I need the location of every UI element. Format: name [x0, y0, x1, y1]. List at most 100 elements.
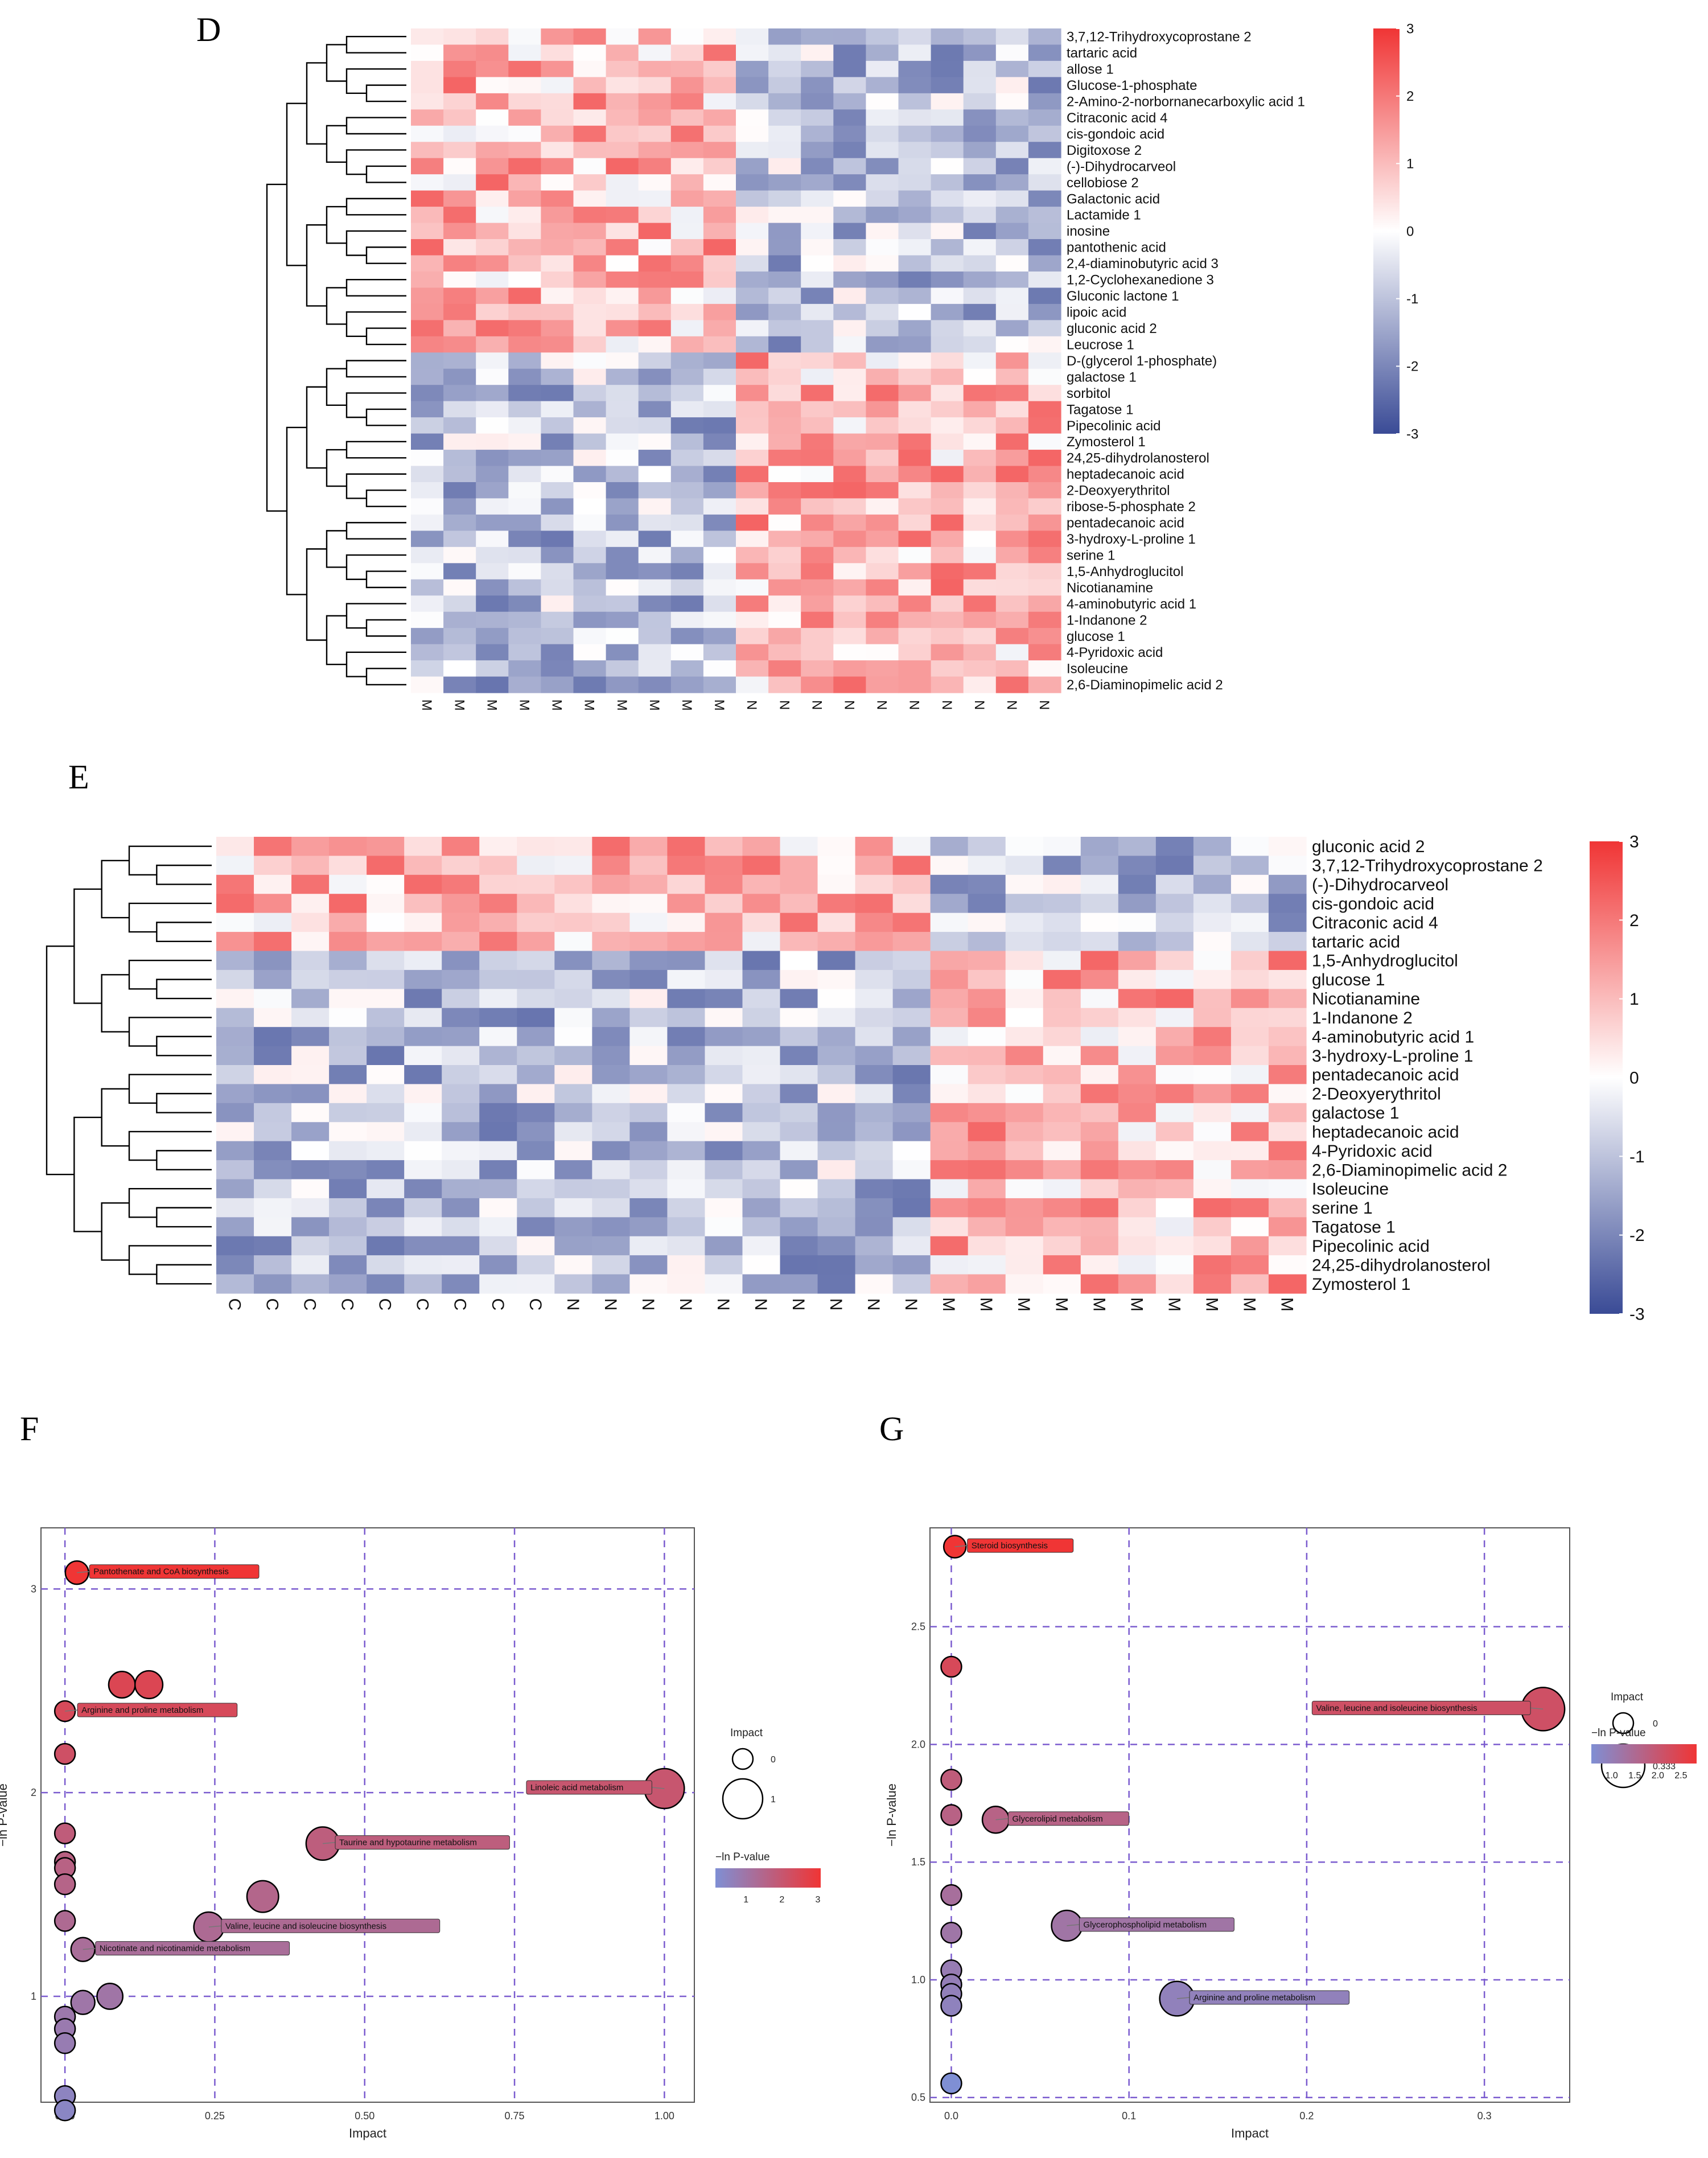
- heatmap-cell: [476, 93, 509, 110]
- heatmap-cell: [329, 1217, 367, 1237]
- heatmap-cell: [768, 352, 801, 369]
- heatmap-cell: [1005, 912, 1044, 932]
- heatmap-cell: [703, 271, 736, 289]
- heatmap-cell: [866, 44, 899, 61]
- heatmap-cell: [931, 271, 964, 289]
- heatmap-cell: [705, 1141, 743, 1161]
- heatmap-cell: [995, 174, 1029, 191]
- heatmap-cell: [801, 125, 834, 142]
- heatmap-cell: [930, 969, 969, 989]
- heatmap-cell: [892, 1008, 931, 1027]
- heatmap-cell: [554, 837, 592, 857]
- heatmap-cell: [833, 125, 866, 142]
- heatmap-cell: [736, 611, 769, 628]
- heatmap-cell: [930, 932, 969, 952]
- heatmap-cell: [404, 1084, 442, 1104]
- heatmap-cell: [780, 1198, 818, 1218]
- heatmap-cell: [670, 482, 704, 499]
- heatmap-cell: [404, 951, 442, 971]
- heatmap-cell: [573, 44, 607, 61]
- heatmap-cell: [592, 1141, 630, 1161]
- heatmap-cell: [736, 531, 769, 548]
- heatmap-cell: [329, 1046, 367, 1066]
- heatmap-cell: [968, 969, 1006, 989]
- heatmap-cell: [768, 190, 801, 207]
- heatmap-cell: [1028, 482, 1061, 499]
- heatmap-cell: [736, 271, 769, 289]
- row-label: ribose-5-phosphate 2: [1067, 499, 1196, 515]
- heatmap-cell: [736, 352, 769, 369]
- heatmap-cell: [592, 894, 630, 914]
- heatmap-cell: [703, 660, 736, 677]
- heatmap-cell: [736, 595, 769, 613]
- heatmap-cell: [780, 874, 818, 894]
- heatmap-cell: [638, 271, 672, 289]
- heatmap-cell: [1080, 1084, 1119, 1104]
- heatmap-cell: [898, 352, 932, 369]
- legend-tick-label: -3: [1629, 1305, 1645, 1324]
- heatmap-cell: [404, 912, 442, 932]
- heatmap-cell: [995, 28, 1029, 46]
- heatmap-cell: [780, 894, 818, 914]
- heatmap-cell: [638, 417, 672, 434]
- dendrogram-branch: [345, 149, 406, 175]
- heatmap-cell: [592, 1046, 630, 1066]
- row-label: Tagatose 1: [1312, 1218, 1396, 1237]
- heatmap-cell: [742, 874, 781, 894]
- heatmap-cell: [517, 1008, 555, 1027]
- pathway-label-box: [335, 1835, 510, 1850]
- heatmap-cell: [554, 969, 592, 989]
- heatmap-cell: [1028, 223, 1061, 240]
- heatmap-cell: [1230, 1255, 1269, 1275]
- heatmap-cell: [817, 989, 856, 1009]
- heatmap-cell: [1118, 1122, 1156, 1142]
- heatmap-cell: [1193, 1236, 1232, 1256]
- heatmap-cell: [703, 450, 736, 467]
- heatmap-cell: [667, 1236, 706, 1256]
- heatmap-cell: [606, 579, 639, 596]
- heatmap-cell: [780, 1027, 818, 1047]
- heatmap-cell: [254, 894, 292, 914]
- heatmap-cell: [963, 271, 997, 289]
- plot-area: [40, 1527, 695, 2103]
- heatmap-cell: [898, 28, 932, 46]
- heatmap-cell: [216, 1008, 254, 1027]
- heatmap-cell: [1043, 1274, 1081, 1294]
- heatmap-cell: [517, 989, 555, 1009]
- heatmap-cell: [801, 660, 834, 677]
- row-label: 2,6-Diaminopimelic acid 2: [1312, 1161, 1507, 1179]
- heatmap-cell: [411, 190, 444, 207]
- heatmap-cell: [898, 77, 932, 94]
- heatmap-cell: [705, 1179, 743, 1199]
- heatmap-cell: [329, 1008, 367, 1027]
- legend-tick-label: -2: [1629, 1226, 1645, 1245]
- pathway-bubble: [53, 1873, 76, 1896]
- heatmap-cell: [411, 385, 444, 402]
- heatmap-cell: [736, 60, 769, 77]
- row-label: Zymosterol 1: [1067, 434, 1146, 450]
- heatmap-cell: [1080, 1065, 1119, 1085]
- heatmap-cell: [667, 1274, 706, 1294]
- heatmap-cell: [768, 563, 801, 580]
- heatmap-cell: [995, 417, 1029, 434]
- heatmap-cell: [995, 498, 1029, 515]
- heatmap-cell: [443, 255, 476, 272]
- heatmap-cell: [995, 563, 1029, 580]
- heatmap-cell: [898, 60, 932, 77]
- heatmap-cell: [898, 207, 932, 224]
- heatmap-cell: [930, 1255, 969, 1275]
- column-label: N: [1036, 700, 1052, 710]
- heatmap-cell: [1005, 1103, 1044, 1123]
- heatmap-cell: [216, 874, 254, 894]
- heatmap-cell: [508, 611, 541, 628]
- heatmap-cell: [968, 989, 1006, 1009]
- heatmap-cell: [833, 498, 866, 515]
- heatmap-cell: [411, 531, 444, 548]
- heatmap-cell: [411, 303, 444, 320]
- heatmap-cell: [443, 579, 476, 596]
- heatmap-cell: [898, 498, 932, 515]
- legend-tick-label: -1: [1629, 1148, 1645, 1166]
- heatmap-cell: [833, 303, 866, 320]
- heatmap-cell: [703, 60, 736, 77]
- dendrogram-branch: [345, 198, 406, 216]
